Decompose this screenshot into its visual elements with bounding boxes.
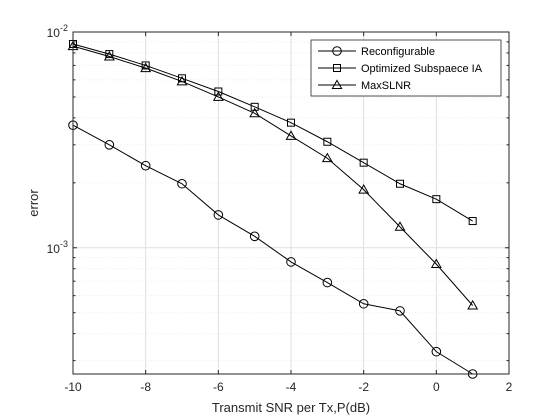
data-point-triangle [140,62,152,73]
x-tick-label: -8 [140,380,151,394]
data-point-square [105,50,114,59]
series-line [72,45,474,306]
data-point-square [214,87,223,96]
x-tick-label: -10 [64,380,82,394]
data-point-triangle [358,184,370,194]
y-tick-label-base: 10 [47,26,61,40]
data-point-triangle [467,299,479,310]
legend-entry: Reconfigurable [318,46,435,58]
data-point-circle [213,210,224,220]
series-line [72,43,473,222]
data-point-triangle [176,75,188,86]
y-tick-label-base: 10 [47,242,61,256]
y-tick-label-exponent: -3 [60,239,68,249]
data-point-square [468,217,477,226]
data-point-square [141,61,150,70]
data-point-square [250,102,259,111]
x-tick-label: 2 [506,380,513,394]
x-tick-label: -2 [358,380,369,394]
data-point-triangle [249,107,261,118]
axis-ticks [72,31,510,374]
x-tick-label: -6 [213,380,224,394]
y-tick-label-exponent: -2 [60,23,68,33]
y-axis-title: error [26,189,41,217]
x-axis-title: Transmit SNR per Tx,P(dB) [212,400,370,415]
legend-entry: Optimized Subspaece IA [318,63,483,75]
data-point-circle [332,46,342,56]
x-tick-label: 0 [433,380,440,394]
series-line [72,124,473,375]
data-point-square [333,64,341,72]
y-tick-label: 10-2 [47,23,68,40]
legend-label: Reconfigurable [361,46,435,58]
y-tick-label: 10-3 [47,239,68,256]
data-point-triangle [212,91,224,101]
data-point-square [287,118,295,127]
data-point-triangle [321,152,333,163]
data-point-circle [322,277,333,288]
data-point-square [396,179,404,188]
data-point-circle [431,346,442,357]
data-point-circle [395,306,405,316]
data-point-circle [177,178,187,189]
legend-label: MaxSLNR [361,80,411,92]
data-point-circle [140,160,151,171]
data-point-triangle [430,258,442,269]
legend-label: Optimized Subspaece IA [361,63,483,75]
x-tick-label: -4 [286,380,297,394]
series-triangle [67,40,479,310]
legend: Reconfigurable Optimized Subspaece IA MaxS… [310,39,502,97]
data-point-circle [249,231,260,242]
y-tick-labels: 10-310-2 [47,23,68,256]
data-point-triangle [331,79,343,89]
data-point-square [359,158,368,167]
x-tick-labels: -10 -8 -6 -4 -2 0 2 [64,380,512,394]
data-point-triangle [285,130,297,140]
legend-entry: MaxSLNR [318,79,411,92]
data-point-square [432,195,441,204]
data-point-circle [104,140,115,150]
data-point-circle [286,257,296,267]
data-point-circle [358,298,369,309]
data-point-triangle [394,221,406,231]
data-point-triangle [103,50,115,61]
data-point-square [323,137,332,146]
